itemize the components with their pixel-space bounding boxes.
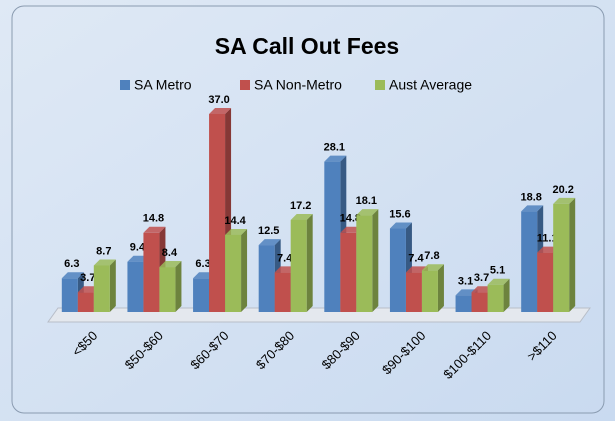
value-label: 11.1 (537, 233, 558, 245)
chart-title: SA Call Out Fees (215, 33, 399, 59)
bar (537, 252, 554, 312)
bar-side (175, 261, 182, 312)
value-label: 17.2 (290, 200, 311, 212)
value-label: 18.1 (356, 195, 377, 207)
bar-top (487, 278, 510, 285)
bar (93, 265, 110, 312)
value-label: 7.4 (408, 252, 424, 264)
bar-side (372, 209, 379, 312)
bar (455, 295, 472, 312)
bar (225, 234, 242, 312)
bar (258, 245, 275, 312)
bar-side (569, 197, 576, 312)
bar (389, 228, 406, 312)
bar (209, 114, 226, 312)
bar (324, 161, 341, 312)
bar-side (503, 278, 510, 312)
value-label: 6.3 (64, 258, 79, 270)
bar-top (159, 261, 182, 268)
chart-border (11, 5, 605, 414)
bar (356, 215, 373, 312)
bar-top (225, 228, 248, 235)
value-label: 28.1 (324, 142, 345, 154)
value-label: 8.7 (96, 245, 111, 257)
bar-top (290, 213, 313, 220)
value-label: 3.7 (80, 272, 95, 284)
legend-label: Aust Average (389, 77, 472, 93)
value-label: 7.8 (424, 250, 439, 262)
bar (274, 272, 291, 312)
bar-top (521, 205, 544, 212)
bar-top (143, 226, 166, 233)
value-label: 15.6 (389, 208, 410, 220)
bar-top (356, 209, 379, 216)
value-label: 3.1 (458, 275, 473, 287)
value-label: 6.3 (195, 258, 210, 270)
bar-top (93, 259, 116, 266)
bar (77, 292, 94, 312)
value-label: 9.4 (130, 242, 146, 254)
bar-top (258, 239, 281, 246)
bar (193, 278, 210, 312)
bar (521, 211, 538, 312)
bar-side (306, 213, 313, 312)
bar-side (109, 259, 116, 312)
bar (471, 292, 488, 312)
value-label: 5.1 (490, 265, 505, 277)
bar (340, 232, 357, 312)
bar (159, 267, 176, 312)
legend-swatch (240, 80, 250, 90)
bar-top (553, 197, 576, 204)
floor (47, 307, 591, 323)
value-label: 3.7 (474, 272, 489, 284)
bar (143, 232, 160, 312)
legend-label: SA Metro (134, 77, 192, 93)
bar (127, 261, 144, 312)
legend-swatch (375, 80, 385, 90)
legend-label: SA Non-Metro (254, 77, 342, 93)
value-label: 7.4 (277, 252, 293, 264)
bar-top (324, 155, 347, 162)
bar (405, 272, 422, 312)
value-label: 12.5 (258, 225, 279, 237)
value-label: 14.8 (340, 213, 361, 225)
value-label: 20.2 (552, 184, 573, 196)
legend-swatch (120, 80, 130, 90)
bar-top (209, 108, 232, 114)
bar-top (389, 222, 412, 229)
value-label: 18.8 (520, 191, 541, 203)
value-label: 14.4 (224, 215, 246, 227)
bar (290, 219, 307, 312)
value-label: 37.0 (208, 94, 229, 106)
bar (421, 270, 438, 312)
value-label: 14.8 (143, 213, 164, 225)
bar (61, 278, 78, 312)
bar (553, 203, 570, 312)
bar-top (61, 272, 84, 279)
bar-top (421, 264, 444, 271)
bar-side (241, 228, 248, 312)
value-label: 8.4 (162, 247, 178, 259)
bar (487, 284, 504, 312)
bar-side (437, 264, 444, 312)
